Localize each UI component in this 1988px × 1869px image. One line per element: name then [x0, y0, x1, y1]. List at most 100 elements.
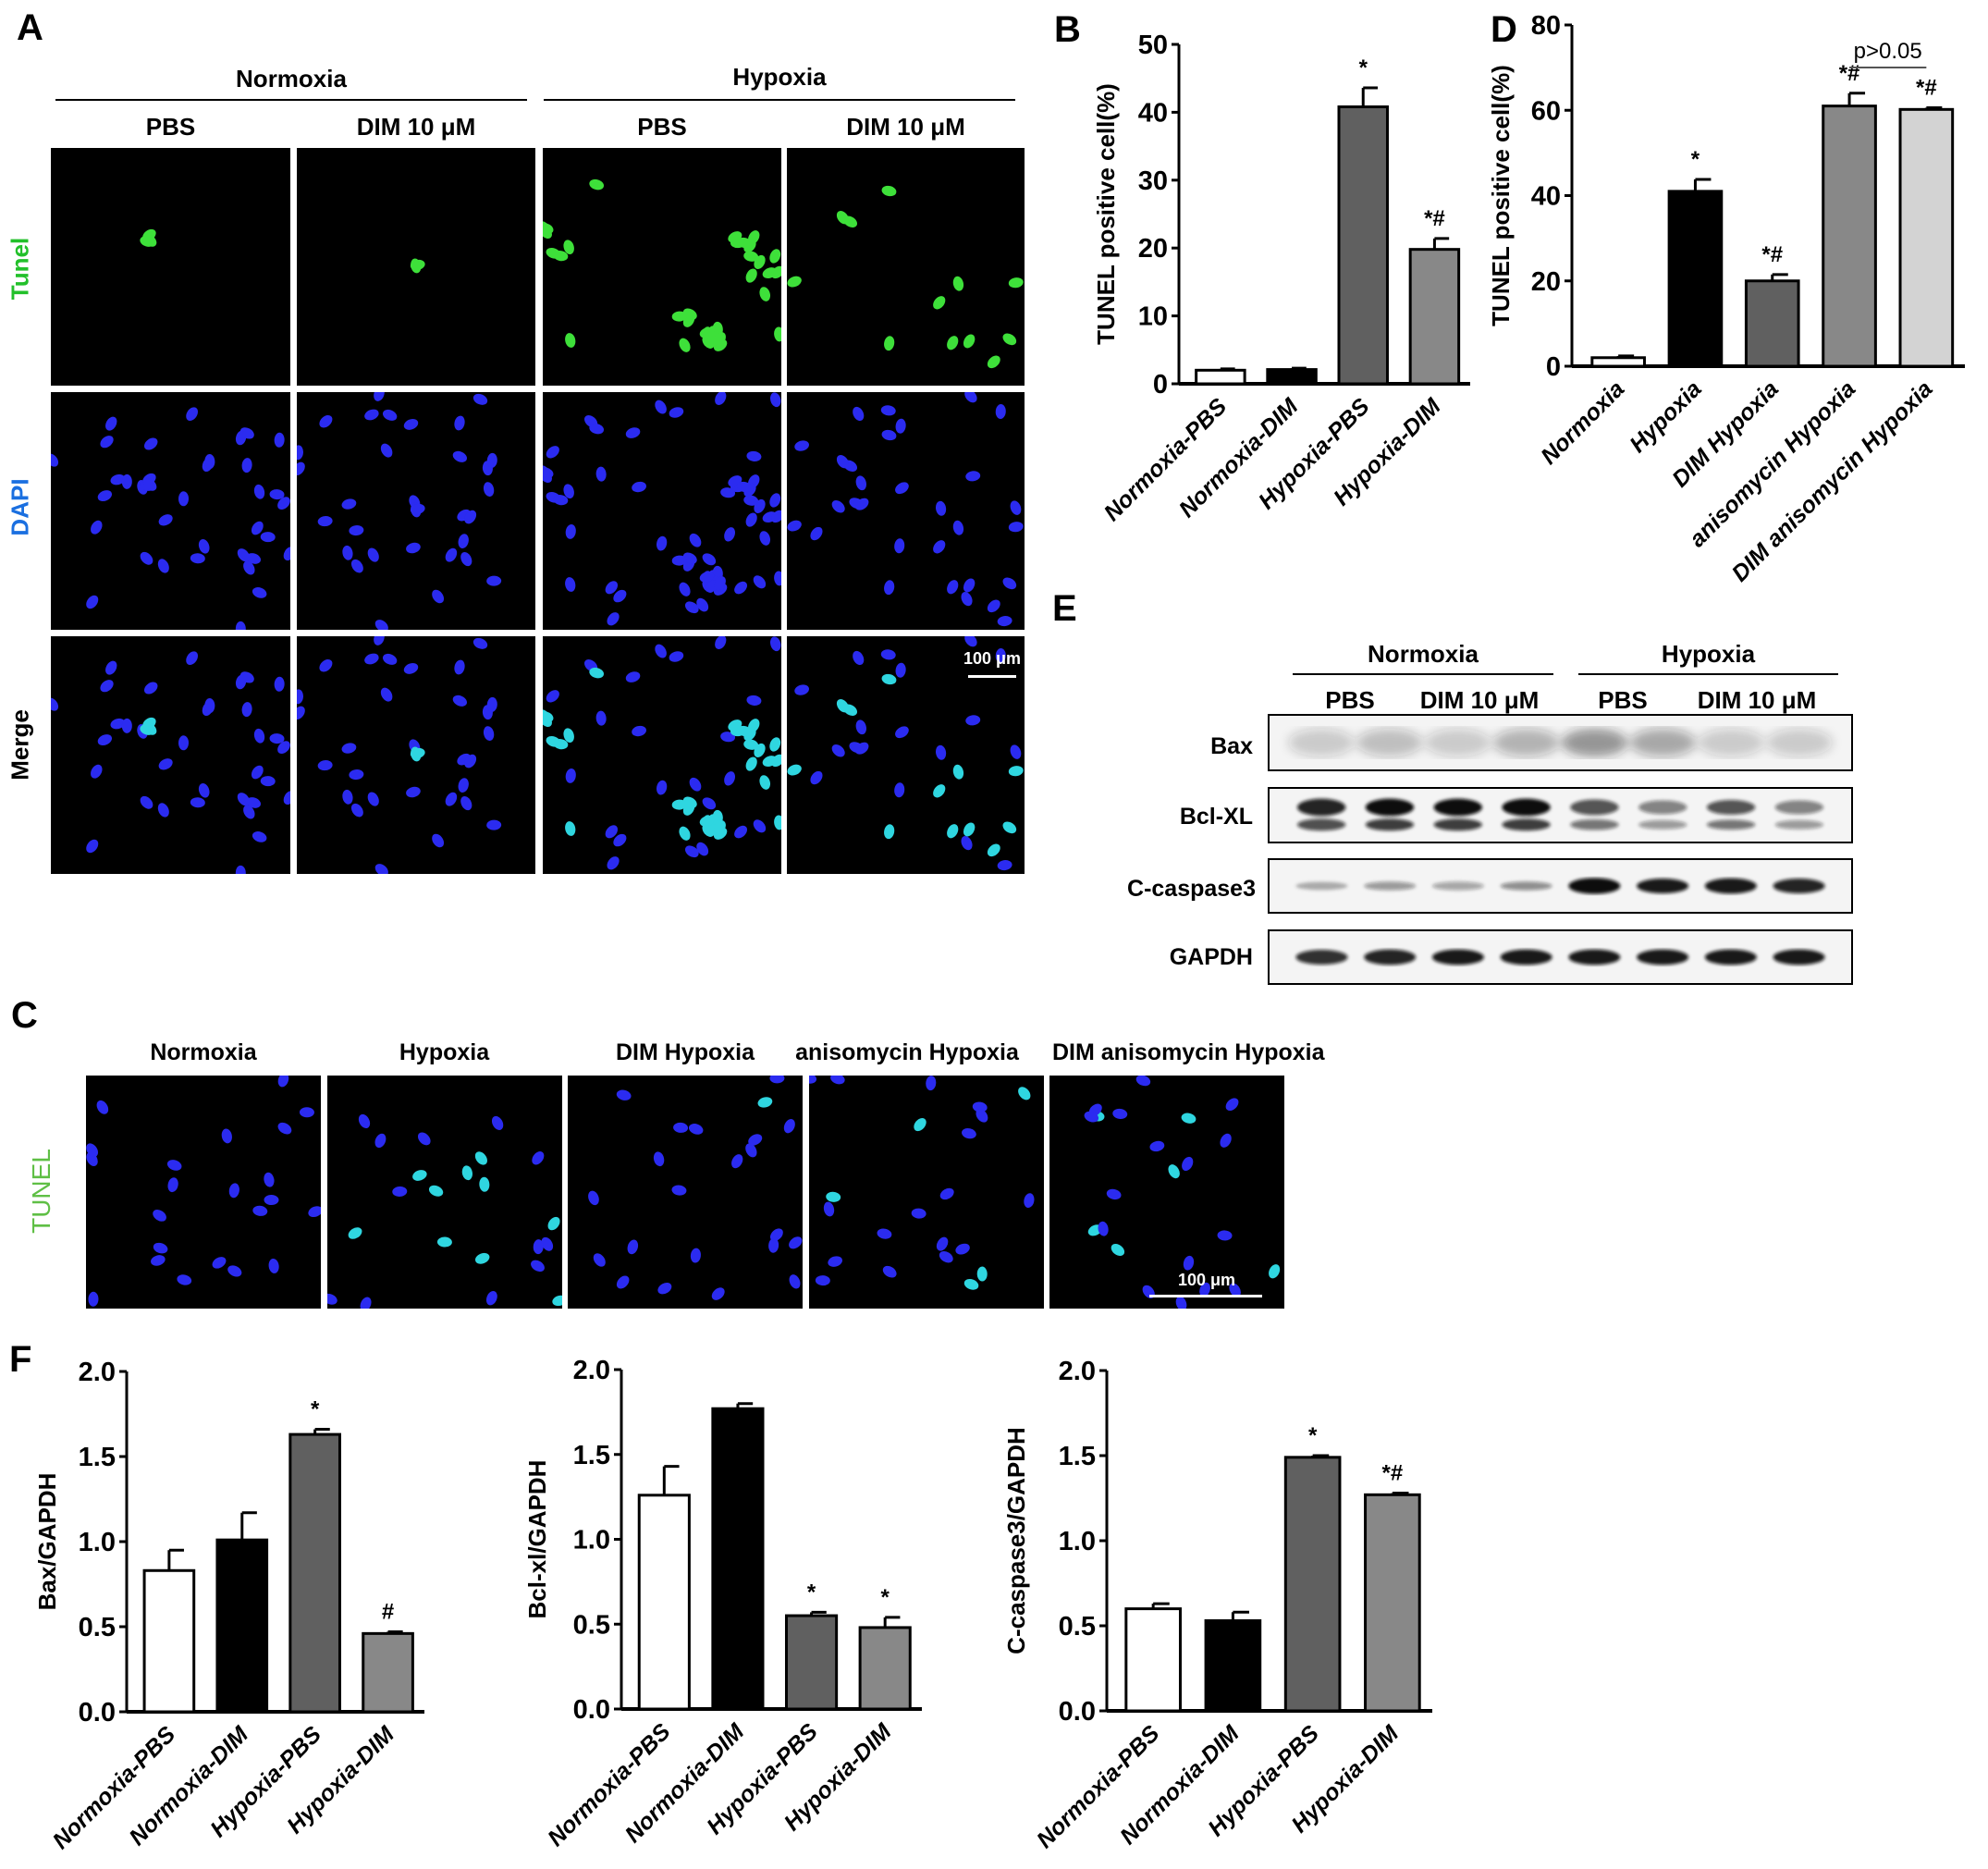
protein-band	[1433, 818, 1482, 831]
y-tick-label: 40	[1138, 98, 1168, 128]
protein-band	[1356, 729, 1423, 756]
x-tick-label: Normoxia-DIM	[620, 1718, 750, 1848]
cell-nucleus	[552, 1295, 562, 1307]
significance-mark: *#	[1916, 75, 1937, 100]
protein-band	[1295, 881, 1348, 891]
cell-nucleus	[140, 795, 153, 809]
protein-band	[1364, 949, 1417, 965]
cell-nucleus	[565, 577, 576, 592]
cell-nucleus	[86, 595, 99, 609]
protein-band	[1502, 818, 1551, 831]
cell-nucleus	[955, 1243, 970, 1255]
protein-band	[1706, 800, 1756, 815]
bar	[637, 1494, 691, 1711]
panel-a-group-line	[544, 99, 1015, 101]
micrograph-tunel	[787, 148, 1025, 386]
protein-band	[1561, 729, 1627, 756]
cell-nucleus	[836, 454, 849, 469]
panel-label-e: E	[1052, 588, 1077, 629]
cell-nucleus	[491, 1115, 504, 1130]
cell-nucleus	[794, 684, 810, 695]
cell-nucleus	[251, 521, 264, 535]
cell-nucleus	[731, 1154, 743, 1169]
cell-nucleus	[269, 733, 285, 744]
y-tick-label: 2.0	[1059, 1357, 1096, 1386]
cell-nucleus	[715, 392, 727, 405]
cell-nucleus	[190, 797, 205, 808]
cell-nucleus	[277, 1122, 292, 1135]
cell-nucleus	[235, 865, 246, 874]
cell-nucleus	[151, 1255, 166, 1266]
cell-nucleus	[774, 571, 781, 586]
cell-nucleus	[588, 1190, 599, 1206]
panel-a-condition: PBS	[637, 113, 687, 141]
micrograph-tunel-merge	[568, 1076, 803, 1309]
cell-nucleus	[543, 708, 550, 721]
micrograph-tunel-merge	[809, 1076, 1044, 1309]
cell-nucleus	[589, 178, 605, 191]
y-axis-label: Bax/GAPDH	[33, 1473, 61, 1611]
x-tick-label: Hypoxia-DIM	[1286, 1720, 1405, 1838]
x-tick-label: Hypoxia-PBS	[1254, 393, 1375, 514]
cell-nucleus	[952, 764, 964, 780]
cell-nucleus	[178, 491, 190, 507]
significance-mark: *	[807, 1580, 816, 1605]
cell-nucleus	[374, 392, 385, 401]
protein-band	[1570, 799, 1619, 816]
x-tick-label: Normoxia-PBS	[1032, 1720, 1165, 1853]
cell-nucleus	[963, 578, 976, 593]
significance-mark: *#	[1839, 61, 1860, 86]
panel-a-condition: DIM 10 μM	[356, 113, 476, 141]
cell-nucleus	[228, 1183, 239, 1199]
cell-nucleus	[367, 547, 379, 562]
cell-nucleus	[734, 825, 748, 839]
cell-nucleus	[699, 816, 715, 827]
cell-nucleus	[348, 1227, 362, 1239]
cell-nucleus	[483, 726, 495, 741]
panel-e-condition: PBS	[1598, 686, 1648, 714]
protein-band	[1637, 878, 1689, 894]
cell-nucleus	[212, 1257, 227, 1269]
cell-nucleus	[472, 637, 488, 649]
cell-nucleus	[696, 597, 709, 612]
cell-nucleus	[410, 747, 425, 759]
cell-nucleus	[657, 780, 668, 795]
cell-nucleus	[86, 1143, 99, 1157]
cell-nucleus	[881, 673, 897, 685]
cell-nucleus	[724, 527, 735, 542]
bar	[1590, 356, 1646, 368]
protein-band	[1502, 798, 1551, 817]
panel-e-group-line	[1578, 673, 1838, 675]
cell-nucleus	[260, 532, 276, 543]
cell-nucleus	[671, 1185, 687, 1196]
bar	[1364, 1493, 1421, 1713]
cell-nucleus	[702, 797, 717, 810]
cell-nucleus	[297, 689, 303, 705]
cell-nucleus	[241, 458, 252, 473]
cell-nucleus	[299, 1107, 314, 1118]
cell-nucleus	[745, 756, 757, 771]
cell-nucleus	[317, 516, 333, 527]
protein-band	[1568, 949, 1621, 965]
panel-label-a: A	[17, 7, 43, 48]
chart-d: 0 20 40 60 80 TUNEL positive cell(%) Normoxia *…	[1487, 11, 1965, 587]
cell-nucleus	[1181, 1113, 1196, 1124]
cell-nucleus	[787, 520, 802, 532]
cell-nucleus	[198, 538, 210, 554]
protein-band	[1773, 949, 1825, 965]
cell-nucleus	[252, 587, 267, 598]
cell-nucleus	[140, 551, 153, 565]
cell-nucleus	[553, 495, 569, 506]
cell-nucleus	[720, 732, 736, 743]
cell-nucleus	[565, 523, 576, 539]
protein-band	[1766, 729, 1833, 756]
cell-nucleus	[428, 1185, 444, 1197]
panel-e-group-hypoxia: Hypoxia	[1661, 640, 1756, 668]
cell-nucleus	[830, 1076, 845, 1085]
cell-nucleus	[743, 739, 759, 750]
cell-nucleus	[531, 1260, 545, 1273]
cell-nucleus	[319, 414, 333, 428]
cell-nucleus	[153, 1209, 166, 1222]
cell-nucleus	[689, 777, 702, 792]
cell-nucleus	[1183, 1255, 1195, 1271]
